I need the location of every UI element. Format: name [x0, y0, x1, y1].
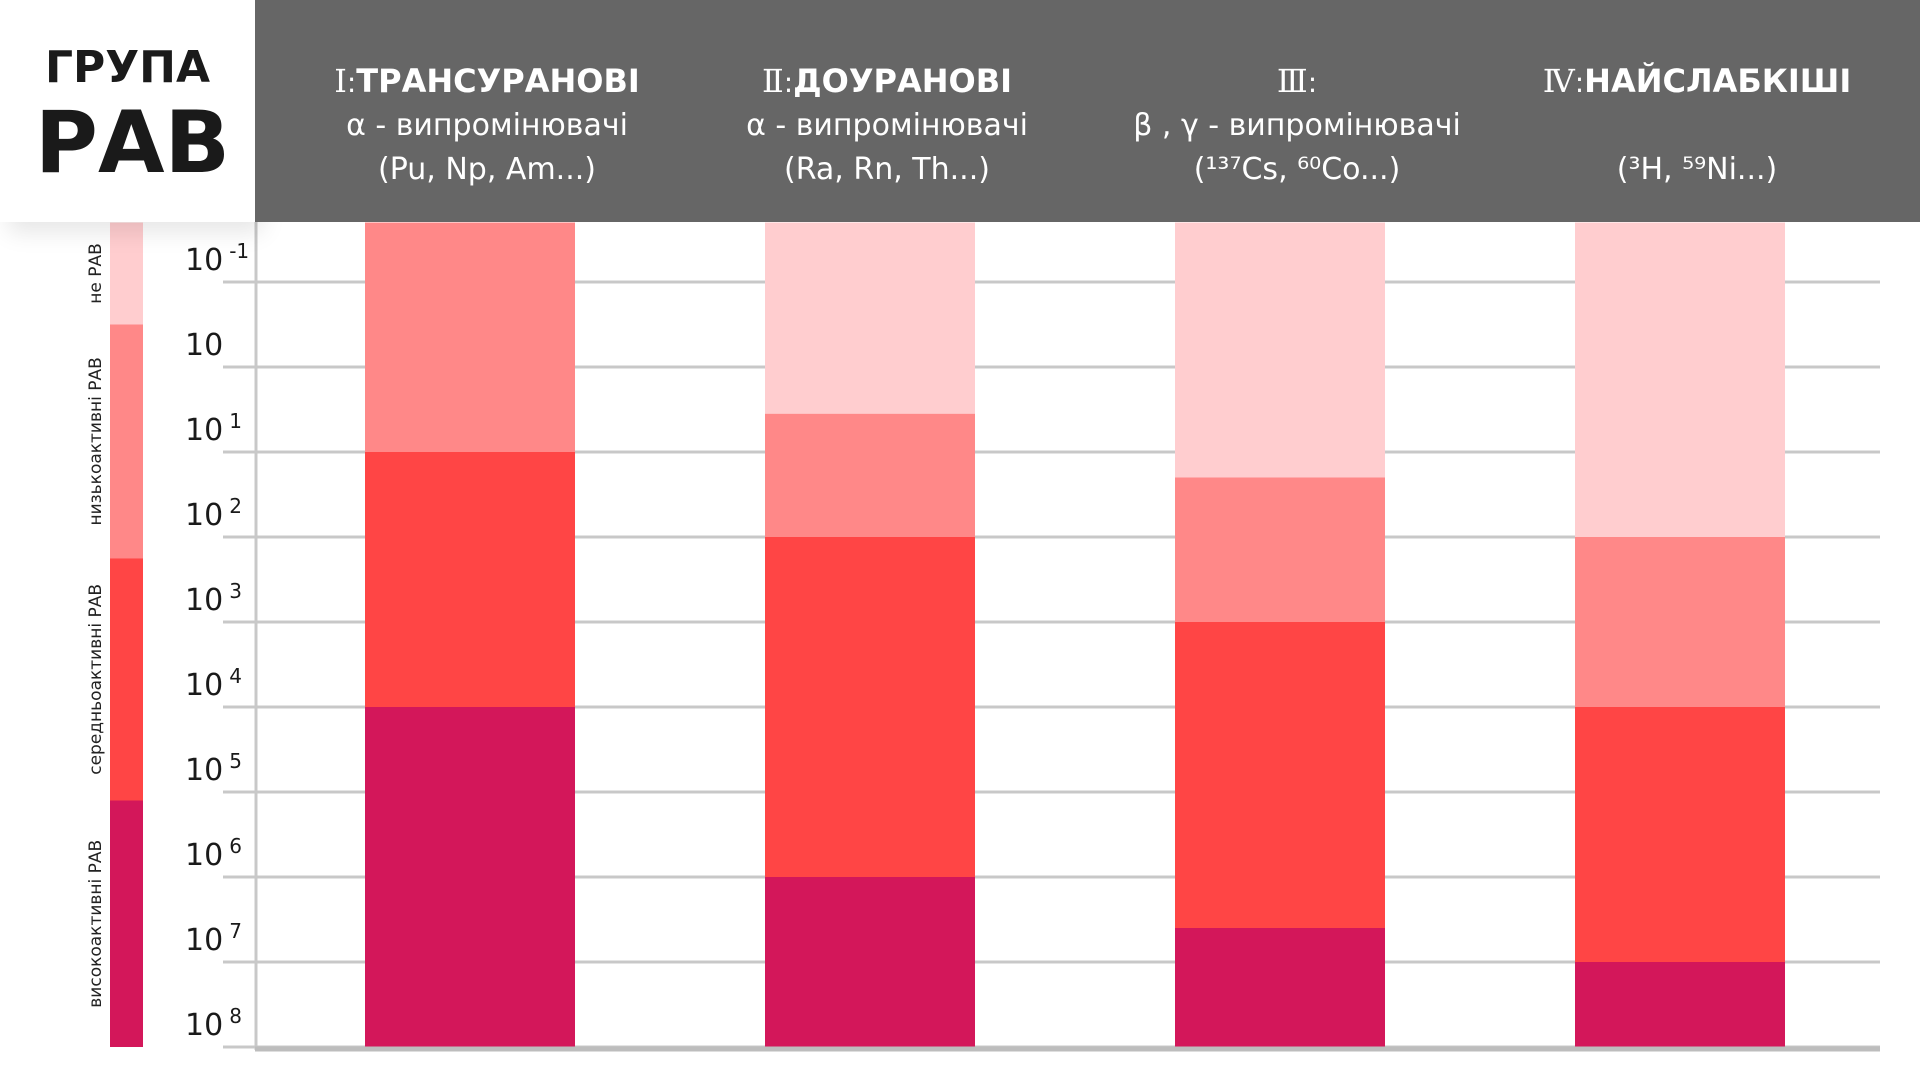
legend-label: середньоактивні РАВ — [86, 584, 106, 775]
group-numeral: Ⅱ — [761, 62, 784, 100]
legend-label: високоактивні РАВ — [86, 840, 106, 1008]
legend-swatch — [110, 800, 143, 1047]
group-corner-box: ГРУПА РАВ — [0, 0, 255, 222]
legend-swatch — [110, 558, 143, 801]
emitter-type — [1477, 104, 1917, 148]
bar-segment — [365, 222, 575, 452]
y-tick-label: 10 — [185, 328, 223, 363]
bar-segment — [1175, 928, 1385, 1047]
bar-segment — [765, 413, 975, 537]
column-header-band: Ⅰ:ТРАНСУРАНОВІ α - випромінювачі (Pu, Np… — [255, 0, 1920, 222]
y-tick-label: 10 3 — [185, 579, 242, 618]
bar-segment — [1575, 707, 1785, 962]
y-tick-label: 10 1 — [185, 409, 242, 448]
y-tick-label: 10 5 — [185, 749, 242, 788]
group-numeral: Ⅲ — [1276, 62, 1308, 100]
bar-segment — [365, 452, 575, 707]
emitter-type: α - випромінювачі — [346, 108, 628, 143]
bar-segment — [1575, 222, 1785, 537]
bar-segment — [1575, 962, 1785, 1047]
emitter-type: α - випромінювачі — [746, 108, 1028, 143]
bar-segment — [1175, 222, 1385, 478]
bar-segment — [765, 877, 975, 1047]
group-name: ТРАНСУРАНОВІ — [356, 62, 640, 100]
y-tick-label: 10 6 — [185, 834, 242, 873]
legend-swatch — [110, 222, 143, 325]
group-name: НАЙСЛАБКІШІ — [1584, 62, 1852, 100]
bar-segment — [365, 707, 575, 1047]
y-tick-label: 10 -1 — [185, 239, 249, 278]
isotope-examples: (Pu, Np, Am...) — [378, 152, 596, 187]
legend-swatch — [110, 324, 143, 559]
bar-segment — [765, 222, 975, 414]
legend-label: не РАВ — [86, 243, 106, 304]
isotope-examples: (Ra, Rn, Th...) — [784, 152, 990, 187]
bar-segment — [1175, 477, 1385, 622]
column-header-2: Ⅱ:ДОУРАНОВІ α - випромінювачі (Ra, Rn, T… — [667, 58, 1107, 192]
group-numeral: Ⅳ — [1542, 62, 1575, 100]
group-name: ДОУРАНОВІ — [793, 62, 1013, 100]
y-tick-label: 10 8 — [185, 1004, 242, 1043]
column-header-3: Ⅲ: β , γ - випромінювачі (¹³⁷Cs, ⁶⁰Co...… — [1077, 58, 1517, 192]
group-numeral: Ⅰ — [334, 62, 347, 100]
legend-label: низькоактивні РАВ — [86, 357, 106, 525]
isotope-examples: (³H, ⁵⁹Ni...) — [1616, 152, 1778, 187]
column-header-1: Ⅰ:ТРАНСУРАНОВІ α - випромінювачі (Pu, Np… — [267, 58, 707, 192]
emitter-type: β , γ - випромінювачі — [1133, 108, 1461, 143]
y-tick-label: 10 2 — [185, 494, 242, 533]
group-title-large: РАВ — [34, 93, 231, 193]
column-header-4: Ⅳ:НАЙСЛАБКІШІ (³H, ⁵⁹Ni...) — [1477, 58, 1917, 192]
group-title-small: ГРУПА — [44, 42, 211, 93]
bar-segment — [765, 537, 975, 877]
isotope-examples: (¹³⁷Cs, ⁶⁰Co...) — [1193, 152, 1401, 187]
y-tick-label: 10 4 — [185, 664, 242, 703]
bar-segment — [1575, 537, 1785, 707]
bar-segment — [1175, 622, 1385, 928]
y-tick-label: 10 7 — [185, 919, 242, 958]
